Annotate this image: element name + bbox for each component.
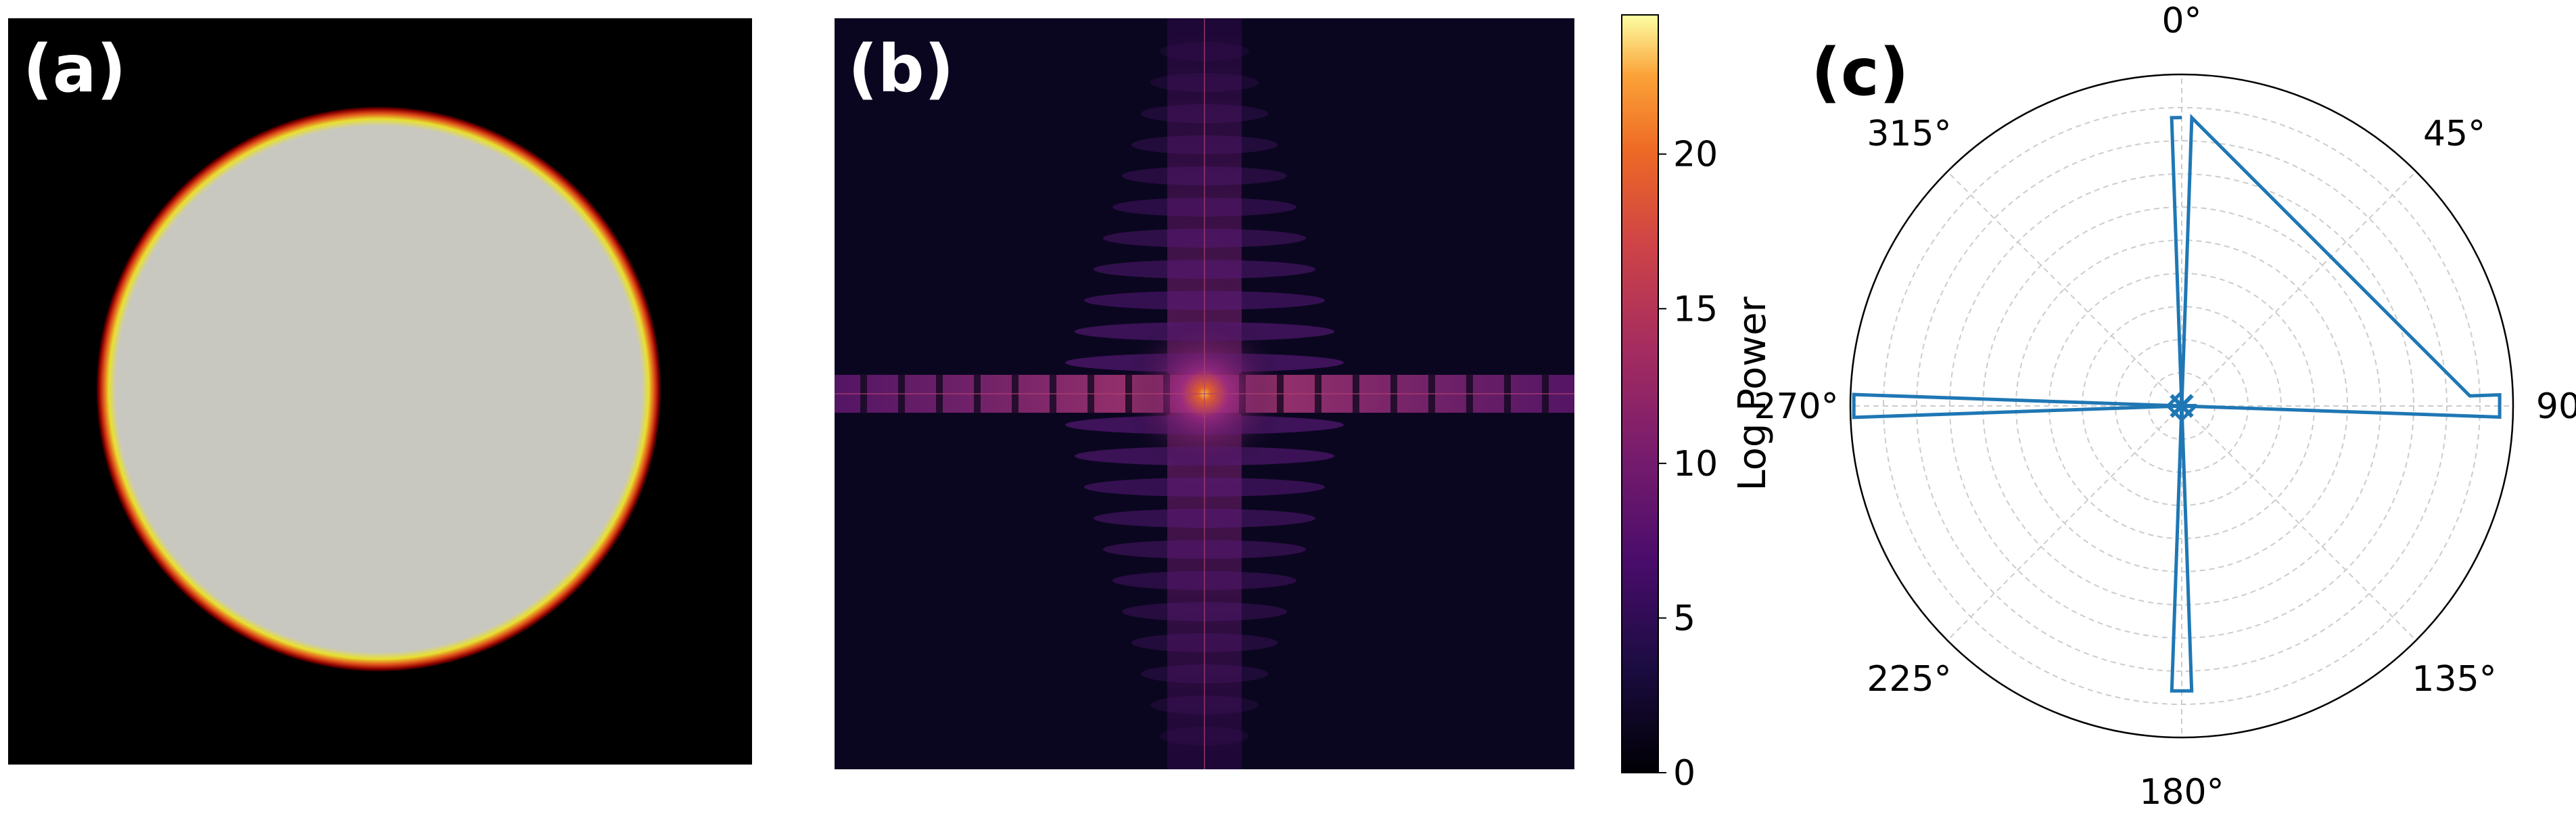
polar-plot: 0° 45° 90° 135° 180° 225° 270° 315° bbox=[1754, 1, 2576, 813]
center-star-ray bbox=[2170, 394, 2184, 408]
colorbar-tick-label: 20 bbox=[1673, 135, 1718, 175]
panel-c-label: (c) bbox=[1811, 35, 1909, 110]
panel-a-label: (a) bbox=[23, 31, 126, 107]
power-spectrum bbox=[835, 18, 1574, 769]
colorbar-tick-label: 0 bbox=[1673, 753, 1695, 794]
colorbar-tick-label: 10 bbox=[1673, 444, 1718, 484]
angle-tick-label: 0° bbox=[2161, 1, 2201, 41]
polar-frame bbox=[1849, 73, 2514, 739]
colorbar-tick-label: 5 bbox=[1673, 598, 1695, 639]
colorbar: 0 5 10 15 20 Log Power bbox=[1621, 14, 1775, 794]
colorbar-gradient bbox=[1621, 14, 1659, 773]
angular-gridline bbox=[2181, 405, 2417, 641]
angular-gridline bbox=[2181, 171, 2417, 407]
panel-c: 0° 45° 90° 135° 180° 225° 270° 315° (c) bbox=[1754, 1, 2576, 813]
disk bbox=[96, 106, 661, 672]
angle-tick-label: 45° bbox=[2423, 114, 2485, 154]
angle-tick-label: 90° bbox=[2536, 386, 2576, 427]
angle-tick-label: 225° bbox=[1867, 659, 1951, 700]
colorbar-label: Log Power bbox=[1731, 296, 1775, 491]
angle-tick-label: 315° bbox=[1867, 114, 1951, 154]
angle-tick-label: 180° bbox=[2139, 772, 2224, 813]
polar-series-line bbox=[1852, 114, 2502, 693]
angle-tick-label: 135° bbox=[2412, 659, 2496, 700]
panel-b-label: (b) bbox=[848, 31, 954, 107]
panel-a: (a) bbox=[8, 18, 752, 765]
angular-gridline bbox=[1946, 405, 2182, 641]
colorbar-ticks: 0 5 10 15 20 bbox=[1658, 135, 1718, 794]
colorbar-tick-label: 15 bbox=[1673, 289, 1718, 330]
angle-tick-label: 270° bbox=[1754, 386, 1838, 427]
angular-gridline bbox=[1946, 171, 2182, 407]
panel-b: (b) bbox=[835, 18, 1574, 769]
